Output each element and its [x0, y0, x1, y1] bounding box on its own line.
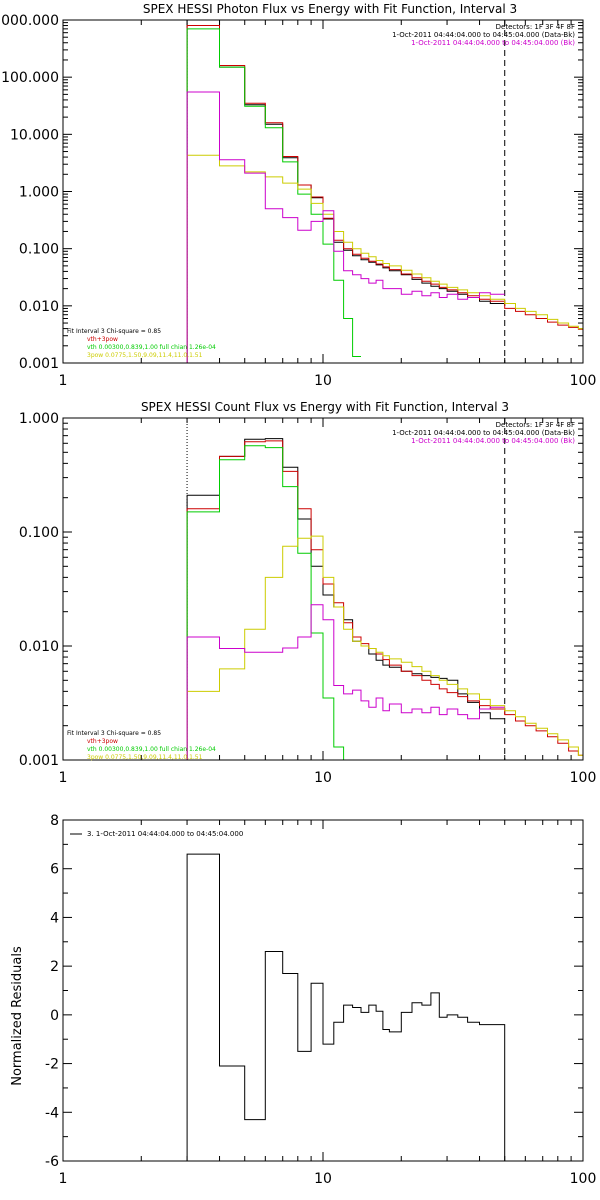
photon-x-tick-label: 1 [59, 373, 68, 389]
count-x-tick-label: 1 [59, 770, 68, 786]
count-fit-chi-square: Fit Interval 3 Chi-square = 0.85 [67, 730, 161, 737]
photon-chart-title: SPEX HESSI Photon Flux vs Energy with Fi… [143, 2, 517, 16]
residuals-x-tick-label: 100 [570, 1171, 597, 1187]
photon-y-tick-label: 0.010 [19, 299, 59, 315]
photon-x-tick-label: 10 [314, 373, 332, 389]
count-y-tick-label: 1.000 [19, 411, 59, 427]
count-series-2 [186, 445, 353, 761]
residuals-plot-frame [62, 819, 584, 1162]
photon-y-tick-label: 10.000 [10, 127, 59, 143]
photon-data-interval-label: 1-Oct-2011 04:44:04.000 to 04:45:04.000 … [392, 31, 575, 39]
photon-y-tick-label: 100.000 [1, 70, 59, 86]
count-fit-3pow-params: 3pow 0.0775,1.50,9.09,11.4,11.0,1.51 [87, 754, 203, 761]
count-detector-info: Detectors: 1F 3F 4F 8F 1-Oct-2011 04:44:… [392, 421, 575, 445]
photon-x-tick-labels: 1 10 100 [59, 373, 597, 389]
residuals-y-tick-label: -4 [45, 1105, 59, 1121]
residuals-y-tick-label: 4 [50, 910, 59, 926]
residuals-y-tick-label: 8 [50, 813, 59, 829]
count-flux-panel: SPEX HESSI Count Flux vs Energy with Fit… [19, 400, 596, 786]
residuals-x-tick-label: 1 [59, 1171, 68, 1187]
residuals-y-tick-label: 6 [50, 862, 59, 878]
residuals-x-tick-label: 10 [314, 1171, 332, 1187]
residuals-x-tick-labels: 1 10 100 [59, 1171, 597, 1187]
residuals-y-axis-label: Normalized Residuals [10, 946, 25, 1086]
photon-fit-chi-square: Fit Interval 3 Chi-square = 0.85 [67, 328, 161, 335]
photon-fit-legend: Fit Interval 3 Chi-square = 0.85 vth+3po… [67, 328, 216, 359]
count-fit-model-label: vth+3pow [87, 738, 118, 745]
count-chart-title: SPEX HESSI Count Flux vs Energy with Fit… [141, 400, 509, 414]
count-y-tick-label: 0.010 [19, 639, 59, 655]
photon-flux-panel: SPEX HESSI Photon Flux vs Energy with Fi… [0, 2, 596, 389]
photon-fit-vth-params: vth 0.00300,0.839,1.00 full chian 1.26e-… [87, 344, 216, 351]
count-series-3 [186, 535, 583, 760]
photon-detector-info: Detectors: 1F 3F 4F 8F 1-Oct-2011 04:44:… [392, 23, 575, 47]
count-series-0 [186, 438, 505, 760]
residuals-series-group [186, 853, 506, 1161]
photon-series-2 [186, 28, 361, 363]
count-fit-legend: Fit Interval 3 Chi-square = 0.85 vth+3po… [67, 730, 216, 761]
count-plot-frame [62, 417, 584, 761]
count-x-tick-label: 100 [570, 770, 597, 786]
count-x-tick-label: 10 [314, 770, 332, 786]
photon-series-4 [186, 91, 505, 363]
residuals-series-0 [186, 853, 506, 1161]
residuals-y-tick-label: 2 [50, 959, 59, 975]
photon-series-group [186, 19, 583, 363]
residuals-y-tick-label: -2 [45, 1057, 59, 1073]
count-axis-ticks [62, 417, 584, 761]
count-y-tick-label: 0.001 [19, 753, 59, 769]
count-y-tick-label: 0.100 [19, 525, 59, 541]
photon-y-tick-label: 1.000 [19, 185, 59, 201]
photon-fit-model-label: vth+3pow [87, 336, 118, 343]
photon-reference-lines [186, 20, 506, 363]
count-detectors-label: Detectors: 1F 3F 4F 8F [496, 421, 575, 429]
photon-plot-frame [62, 19, 584, 364]
residuals-legend-label: 3. 1-Oct-2011 04:44:04.000 to 04:45:04.0… [87, 830, 243, 838]
residuals-y-tick-label: 0 [50, 1008, 59, 1024]
count-series-4 [186, 604, 505, 760]
photon-series-3 [186, 154, 583, 363]
count-fit-vth-params: vth 0.00300,0.839,1.00 full chian 1.26e-… [87, 746, 216, 753]
count-series-group [186, 438, 583, 761]
count-series-1 [186, 440, 583, 760]
residuals-y-tick-label: -6 [45, 1154, 59, 1170]
residuals-y-tick-labels: 8 6 4 2 0 -2 -4 -6 [45, 813, 59, 1170]
count-data-interval-label: 1-Oct-2011 04:44:04.000 to 04:45:04.000 … [392, 429, 575, 437]
photon-bk-interval-label: 1-Oct-2011 04:44:04.000 to 04:45:04.000 … [411, 39, 575, 47]
photon-fit-3pow-params: 3pow 0.0775,1.50,9.09,11.4,11.0,1.51 [87, 352, 203, 359]
count-bk-interval-label: 1-Oct-2011 04:44:04.000 to 04:45:04.000 … [411, 437, 575, 445]
count-y-tick-labels: 1.000 0.100 0.010 0.001 [19, 411, 59, 769]
photon-detectors-label: Detectors: 1F 3F 4F 8F [496, 23, 575, 31]
photon-y-tick-label: 0.100 [19, 242, 59, 258]
photon-series-1 [186, 25, 583, 363]
photon-series-0 [186, 19, 505, 363]
count-x-tick-labels: 1 10 100 [59, 770, 597, 786]
photon-x-tick-label: 100 [570, 373, 597, 389]
photon-y-tick-label: 0.001 [19, 356, 59, 372]
